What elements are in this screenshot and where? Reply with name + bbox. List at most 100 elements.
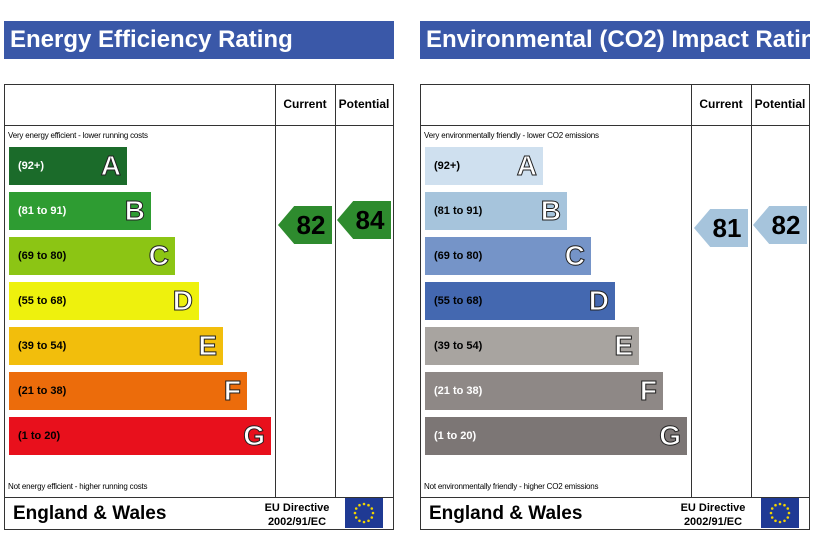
eu-flag-star — [774, 503, 777, 507]
rating-band-c: (69 to 80) C — [425, 237, 591, 275]
band-range-label: (21 to 38) — [18, 385, 67, 397]
eu-flag-star — [370, 507, 374, 510]
band-letter: C — [564, 240, 585, 272]
rating-band-f: (21 to 38) F — [425, 372, 663, 410]
column-divider — [275, 85, 276, 497]
column-divider — [751, 85, 752, 497]
bottom-note: Not environmentally friendly - higher CO… — [424, 482, 599, 491]
band-letter: D — [172, 285, 193, 317]
band-letter: D — [588, 285, 609, 317]
rating-band-c: (69 to 80) C — [9, 237, 175, 275]
current-rating-value: 82 — [296, 210, 326, 240]
footer-divider — [5, 497, 393, 498]
eu-directive-line1: EU Directive — [264, 502, 330, 514]
eu-flag-star — [778, 502, 782, 506]
bottom-note: Not energy efficient - higher running co… — [8, 482, 148, 491]
band-letter: G — [243, 420, 266, 452]
panel-title: Energy Efficiency Rating — [4, 21, 394, 59]
header-divider — [5, 125, 393, 126]
rating-band-g: (1 to 20) G — [425, 417, 687, 455]
band-range-label: (69 to 80) — [18, 250, 67, 262]
column-header-potential: Potential — [754, 97, 806, 111]
eu-flag-star — [353, 511, 357, 515]
potential-rating-value: 84 — [355, 205, 385, 235]
rating-band-a: (92+) A — [425, 147, 543, 185]
panel-title: Environmental (CO2) Impact Rating — [420, 21, 820, 59]
column-header-potential: Potential — [338, 97, 390, 111]
rating-band-b: (81 to 91) B — [9, 192, 151, 230]
eu-flag-star — [358, 519, 361, 523]
potential-rating-arrow: 82 — [753, 206, 807, 244]
current-rating-value: 81 — [712, 213, 742, 243]
band-range-label: (92+) — [18, 160, 44, 172]
eu-flag-star — [354, 507, 358, 510]
eu-flag-star — [774, 519, 777, 523]
band-range-label: (55 to 68) — [434, 295, 483, 307]
eu-flag-star — [783, 519, 786, 523]
top-note: Very energy efficient - lower running co… — [8, 131, 148, 140]
potential-rating-arrow: 84 — [337, 201, 391, 239]
rating-band-a: (92+) A — [9, 147, 127, 185]
rating-band-f: (21 to 38) F — [9, 372, 247, 410]
eu-flag-star — [769, 511, 773, 515]
band-letter: B — [540, 195, 561, 227]
rating-band-e: (39 to 54) E — [9, 327, 223, 365]
band-letter: E — [614, 330, 634, 362]
rating-band-d: (55 to 68) D — [425, 282, 615, 320]
band-letter: B — [124, 195, 145, 227]
eu-flag-star — [367, 519, 370, 523]
eu-flag-star — [370, 516, 374, 519]
band-letter: E — [198, 330, 218, 362]
eu-flag-star — [371, 511, 375, 515]
footer-divider — [421, 497, 809, 498]
band-range-label: (1 to 20) — [434, 430, 477, 442]
rating-chart: Current Potential Very environmentally f… — [420, 84, 810, 530]
band-range-label: (21 to 38) — [434, 385, 483, 397]
rating-band-d: (55 to 68) D — [9, 282, 199, 320]
eu-flag-star — [354, 516, 358, 519]
eu-flag-icon — [761, 498, 799, 528]
band-letter: F — [639, 375, 657, 407]
country-label: England & Wales — [429, 503, 583, 524]
eu-flag-star — [358, 503, 361, 507]
eu-flag-star — [786, 516, 790, 519]
rating-band-g: (1 to 20) G — [9, 417, 271, 455]
band-range-label: (81 to 91) — [434, 205, 483, 217]
eu-flag-icon — [345, 498, 383, 528]
band-range-label: (69 to 80) — [434, 250, 483, 262]
eu-directive: EU Directive 2002/91/EC — [675, 501, 751, 529]
band-range-label: (39 to 54) — [18, 340, 67, 352]
energy-efficiency-panel: Energy Efficiency Rating Current Potenti… — [4, 0, 396, 547]
eu-directive: EU Directive 2002/91/EC — [259, 501, 335, 529]
band-letter: F — [223, 375, 241, 407]
band-range-label: (1 to 20) — [18, 430, 61, 442]
eu-flag-star — [362, 502, 366, 506]
column-divider — [691, 85, 692, 497]
eu-directive-line2: 2002/91/EC — [267, 516, 327, 528]
band-letter: G — [659, 420, 682, 452]
eu-flag-star — [367, 503, 370, 507]
top-note: Very environmentally friendly - lower CO… — [424, 131, 599, 140]
eu-flag-star — [362, 520, 366, 524]
column-divider — [335, 85, 336, 497]
eu-flag-star — [778, 520, 782, 524]
band-range-label: (39 to 54) — [434, 340, 483, 352]
eu-directive-line1: EU Directive — [680, 502, 746, 514]
eu-flag-star — [787, 511, 791, 515]
rating-band-b: (81 to 91) B — [425, 192, 567, 230]
band-range-label: (81 to 91) — [18, 205, 67, 217]
eu-flag-star — [770, 507, 774, 510]
current-rating-arrow: 82 — [278, 206, 332, 244]
potential-rating-value: 82 — [771, 210, 801, 240]
band-letter: C — [148, 240, 169, 272]
environmental-impact-panel: Environmental (CO2) Impact Rating Curren… — [420, 0, 820, 547]
column-header-current: Current — [699, 97, 743, 111]
eu-flag-star — [783, 503, 786, 507]
rating-band-e: (39 to 54) E — [425, 327, 639, 365]
band-letter: A — [516, 150, 537, 182]
header-divider — [421, 125, 809, 126]
band-letter: A — [100, 150, 121, 182]
column-header-current: Current — [283, 97, 327, 111]
rating-chart: Current Potential Very energy efficient … — [4, 84, 394, 530]
eu-flag-star — [770, 516, 774, 519]
